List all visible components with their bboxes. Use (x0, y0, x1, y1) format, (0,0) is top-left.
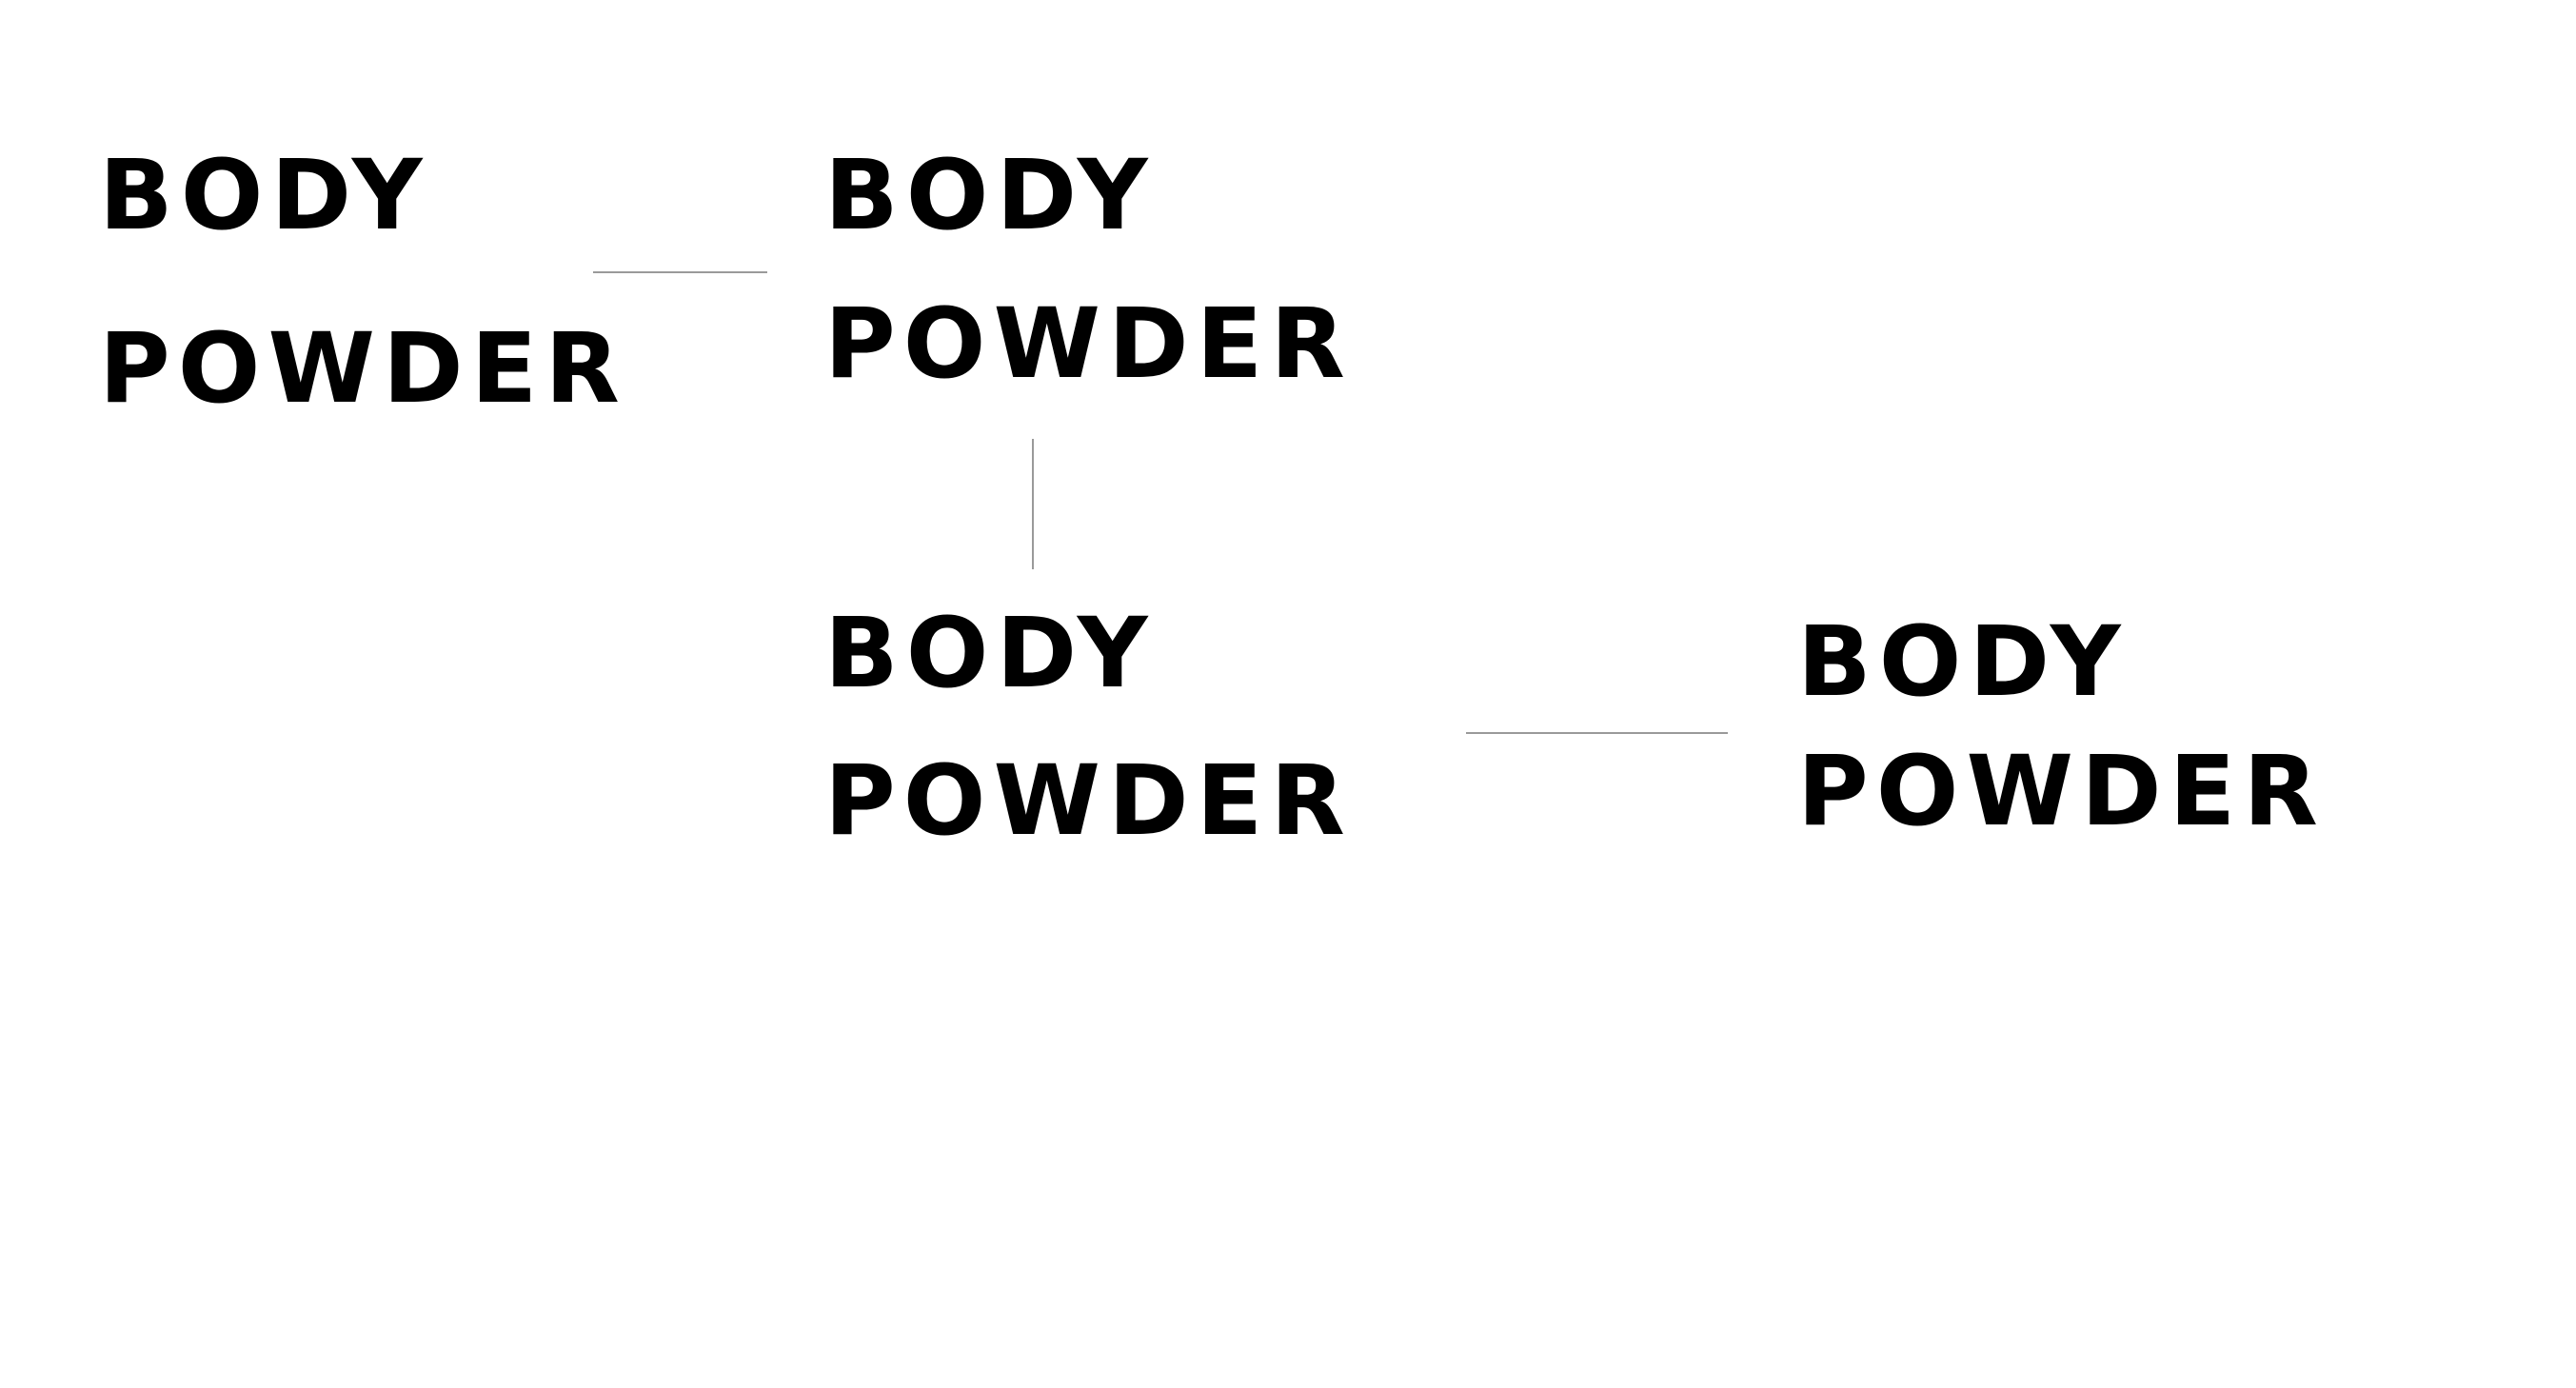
logo-word-body: BODY (824, 139, 1156, 252)
logo-word-body: BODY (99, 139, 430, 252)
logo-word-powder: POWDER (824, 288, 1353, 401)
logo-word-body: BODY (824, 597, 1156, 710)
vertical-connector-line (1032, 439, 1034, 569)
horizontal-connector-line (593, 271, 767, 273)
logo-word-body: BODY (1797, 605, 2129, 719)
logo-word-powder: POWDER (824, 744, 1353, 858)
logo-word-powder: POWDER (1797, 735, 2326, 848)
horizontal-connector-line (1466, 732, 1728, 734)
logo-word-powder: POWDER (99, 312, 627, 426)
